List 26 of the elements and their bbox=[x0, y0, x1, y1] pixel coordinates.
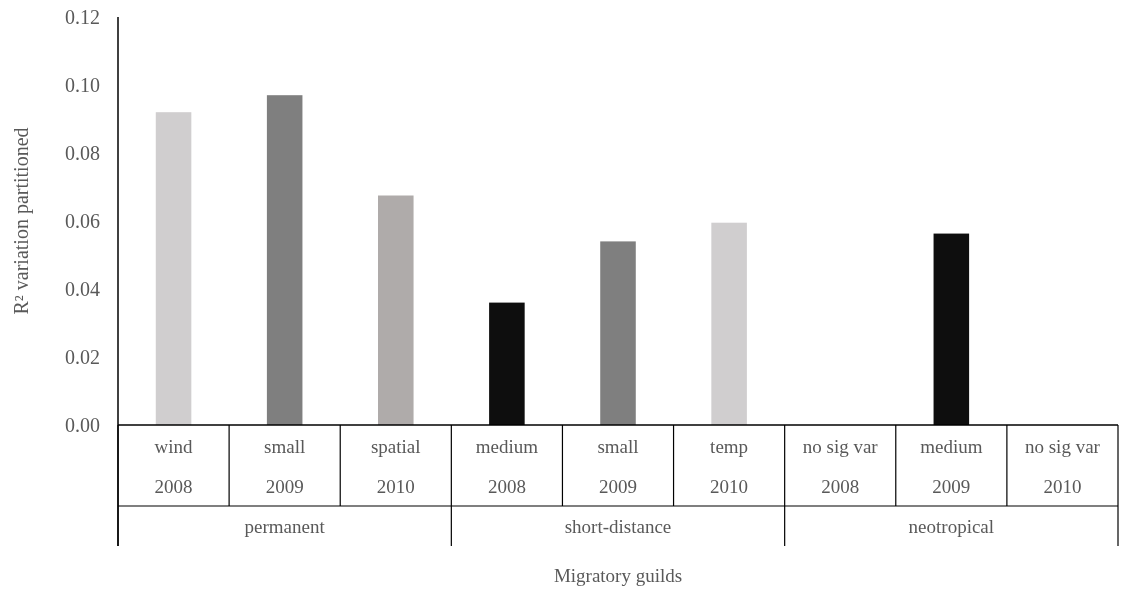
y-tick-label: 0.04 bbox=[65, 278, 100, 300]
text: short-distance bbox=[564, 515, 672, 537]
x-tick-label: medium 2008 bbox=[475, 435, 539, 497]
y-tick-label: 0.02 bbox=[65, 346, 100, 368]
y-axis-title: R² variation partitioned bbox=[10, 127, 33, 315]
y-tick-label: 0.06 bbox=[65, 210, 100, 232]
y-tick-label: 0.08 bbox=[65, 142, 100, 164]
x-tick-label: temp 2010 bbox=[710, 435, 749, 497]
x-tick-label: wind 2008 bbox=[154, 435, 194, 497]
x-tick-label: spatial 2010 bbox=[370, 435, 421, 497]
bar bbox=[378, 195, 414, 425]
x-tick-label: no sig var 2008 bbox=[802, 435, 879, 497]
y-tick-label: 0.00 bbox=[65, 414, 100, 436]
x-axis-title: Migratory guilds bbox=[553, 564, 683, 586]
y-tick-label: 0.12 bbox=[65, 6, 100, 28]
bar bbox=[711, 222, 747, 425]
text: permanent bbox=[244, 515, 326, 537]
x-tick-label: small 2009 bbox=[597, 435, 639, 497]
text: neotropical bbox=[908, 515, 995, 537]
bar bbox=[489, 302, 525, 425]
bar bbox=[266, 95, 303, 425]
bar bbox=[155, 112, 192, 425]
bar bbox=[600, 241, 636, 425]
y-tick-label: 0.10 bbox=[65, 74, 100, 96]
bar bbox=[933, 233, 970, 425]
x-tick-label: no sig var 2010 bbox=[1024, 435, 1101, 497]
